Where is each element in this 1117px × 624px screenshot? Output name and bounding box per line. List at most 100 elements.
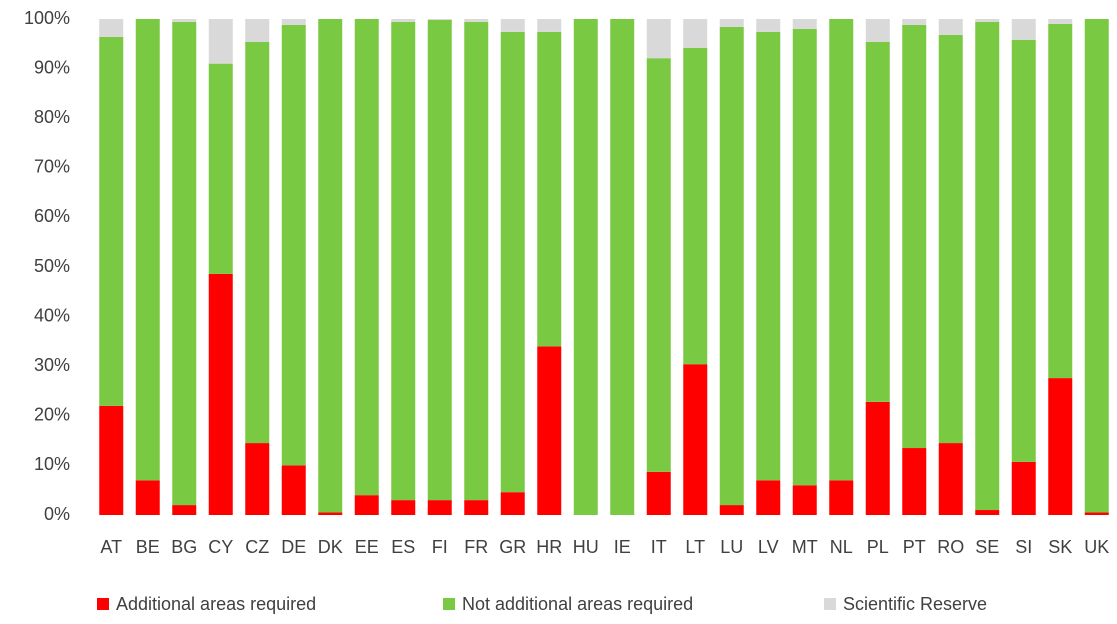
bar-segment xyxy=(245,19,270,42)
bar-segment xyxy=(1048,19,1073,24)
bar-segment xyxy=(99,405,124,515)
bar-segment xyxy=(829,480,854,515)
x-tick-label: AT xyxy=(100,537,122,557)
legend-label: Scientific Reserve xyxy=(843,594,987,614)
legend-label: Additional areas required xyxy=(116,594,316,614)
bar-segment xyxy=(938,443,963,515)
bar-segment xyxy=(500,19,525,32)
y-tick-label: 60% xyxy=(34,206,70,226)
bar-segment xyxy=(792,28,817,486)
bar-segment xyxy=(1011,19,1036,40)
bar-segment xyxy=(902,19,927,25)
bar-segment xyxy=(683,19,708,48)
x-tick-label: BE xyxy=(136,537,160,557)
x-tick-label: DK xyxy=(318,537,343,557)
bar-segment xyxy=(208,273,233,515)
x-tick-label: SI xyxy=(1015,537,1032,557)
bar-segment xyxy=(646,58,671,472)
bar-segment xyxy=(391,19,416,22)
bar-segment xyxy=(1011,461,1036,515)
bar-segment xyxy=(99,19,124,37)
bar-segment xyxy=(500,31,525,493)
bar-segment xyxy=(500,492,525,515)
y-tick-label: 10% xyxy=(34,454,70,474)
bar-segment xyxy=(902,24,927,449)
bar-segment xyxy=(792,485,817,515)
bar-segment xyxy=(573,19,598,515)
bar-segment xyxy=(172,19,197,22)
y-tick-label: 80% xyxy=(34,107,70,127)
bar-segment xyxy=(683,364,708,515)
legend-label: Not additional areas required xyxy=(462,594,693,614)
bar-segment xyxy=(281,24,306,466)
x-tick-label: CZ xyxy=(245,537,269,557)
x-tick-label: ES xyxy=(391,537,415,557)
bar-segment xyxy=(756,19,781,32)
bar-segment xyxy=(1084,19,1109,513)
bar-segment xyxy=(354,495,379,515)
bar-segment xyxy=(427,19,452,501)
y-tick-label: 0% xyxy=(44,504,70,524)
bar-segment xyxy=(865,41,890,402)
x-tick-label: SE xyxy=(975,537,999,557)
legend-swatch xyxy=(443,598,455,610)
x-tick-label: PL xyxy=(867,537,889,557)
y-tick-label: 100% xyxy=(24,8,70,28)
y-tick-label: 50% xyxy=(34,256,70,276)
bar-segment xyxy=(610,19,635,515)
x-tick-label: EE xyxy=(355,537,379,557)
bar-segment xyxy=(865,19,890,42)
x-tick-label: IE xyxy=(614,537,631,557)
bar-segment xyxy=(172,21,197,506)
bar-segment xyxy=(646,19,671,59)
bar-segment xyxy=(391,21,416,501)
bar-segment xyxy=(1048,378,1073,515)
y-tick-label: 20% xyxy=(34,405,70,425)
bar-segment xyxy=(865,401,890,515)
bar-segment xyxy=(208,19,233,64)
x-tick-label: DE xyxy=(281,537,306,557)
bar-segment xyxy=(464,19,489,22)
bar-segment xyxy=(208,63,233,274)
bar-segment xyxy=(318,512,343,515)
bar-segment xyxy=(938,19,963,35)
x-tick-label: LT xyxy=(685,537,705,557)
x-tick-label: SK xyxy=(1048,537,1072,557)
bar-segment xyxy=(756,31,781,481)
bar-segment xyxy=(135,480,160,515)
bar-segment xyxy=(464,21,489,501)
bar-segment xyxy=(427,19,452,20)
x-tick-label: RO xyxy=(937,537,964,557)
bar-segment xyxy=(1084,512,1109,515)
bar-segment xyxy=(902,448,927,515)
x-tick-label: HR xyxy=(536,537,562,557)
bar-segment xyxy=(792,19,817,29)
bar-segment xyxy=(719,505,744,515)
bar-segment xyxy=(427,500,452,515)
bar-segment xyxy=(975,21,1000,511)
x-tick-label: NL xyxy=(830,537,853,557)
x-tick-label: BG xyxy=(171,537,197,557)
y-tick-label: 90% xyxy=(34,57,70,77)
bar-segment xyxy=(318,19,343,513)
bar-segment xyxy=(829,19,854,481)
y-tick-label: 70% xyxy=(34,157,70,177)
bar-segment xyxy=(281,19,306,25)
bar-segment xyxy=(975,510,1000,515)
x-tick-label: FR xyxy=(464,537,488,557)
bar-segment xyxy=(354,19,379,496)
x-tick-label: LV xyxy=(758,537,779,557)
bar-segment xyxy=(172,505,197,515)
x-tick-label: UK xyxy=(1084,537,1109,557)
x-tick-label: HU xyxy=(573,537,599,557)
bar-segment xyxy=(537,346,562,515)
x-tick-label: GR xyxy=(499,537,526,557)
bar-segment xyxy=(1048,23,1073,379)
bar-segment xyxy=(391,500,416,515)
bar-segment xyxy=(719,26,744,506)
bar-segment xyxy=(975,19,1000,22)
bar-segment xyxy=(938,34,963,444)
x-tick-label: LU xyxy=(720,537,743,557)
bar-segment xyxy=(464,500,489,515)
